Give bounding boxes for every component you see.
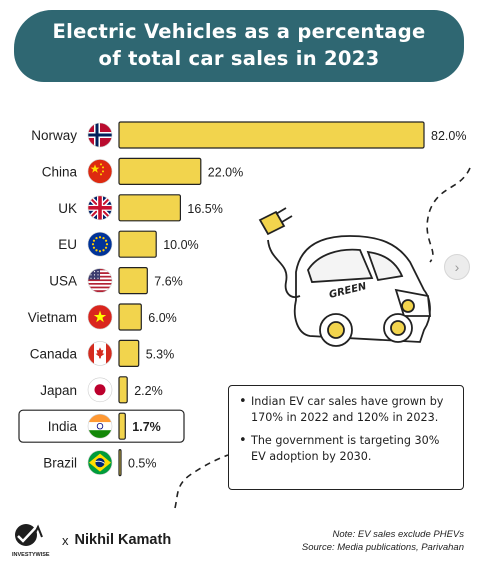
bar-japan	[118, 376, 128, 404]
note-point-2-text: The government is targeting 30% EV adopt…	[251, 434, 440, 463]
dashed-decoration	[174, 167, 471, 509]
notes-box: • Indian EV car sales have grown by 170%…	[228, 385, 464, 490]
eu-flag-icon	[87, 231, 113, 257]
value-label-india: 1.7%	[132, 420, 161, 434]
chart-title-line-1: Electric Vehicles as a percentage	[52, 20, 426, 43]
bar-norway	[118, 121, 425, 149]
category-label-vietnam: Vietnam	[28, 310, 77, 325]
ev-note: Note: EV sales exclude PHEVs	[332, 529, 464, 540]
bar-vietnam	[118, 303, 142, 331]
bar-india	[118, 412, 126, 440]
uk-flag-icon	[87, 195, 113, 221]
value-label-vietnam: 6.0%	[148, 311, 177, 325]
note-point-1: • Indian EV car sales have grown by 170%…	[239, 394, 455, 426]
category-label-brazil: Brazil	[43, 456, 77, 471]
bars-group: Norway 82.0% China 22.0% UK 16.5% EU 10.0% USA 7.…	[18, 121, 466, 477]
chevron-right-icon[interactable]: ›	[444, 254, 470, 280]
category-label-norway: Norway	[31, 128, 77, 143]
title-banner: Electric Vehicles as a percentage of tot…	[14, 10, 464, 82]
bar-canada	[118, 339, 140, 367]
category-label-india: India	[48, 419, 78, 434]
china-flag-icon	[87, 159, 113, 184]
value-label-canada: 5.3%	[146, 347, 175, 361]
vietnam-flag-icon	[87, 304, 113, 330]
car-illustration	[258, 207, 431, 347]
note-point-2: • The government is targeting 30% EV ado…	[239, 433, 455, 465]
category-label-usa: USA	[49, 274, 77, 289]
category-label-eu: EU	[58, 237, 77, 252]
usa-flag-icon	[87, 268, 113, 293]
category-label-uk: UK	[58, 201, 77, 216]
norway-flag-icon	[87, 122, 113, 148]
value-label-brazil: 0.5%	[128, 457, 157, 471]
bar-brazil	[118, 449, 122, 477]
logo-text: INVESTYWISE	[12, 552, 50, 558]
author-name: Nikhil Kamath	[74, 532, 172, 548]
value-label-uk: 16.5%	[187, 202, 222, 216]
investywise-logo: INVESTYWISE	[12, 521, 50, 559]
india-flag-icon	[87, 413, 113, 439]
category-label-canada: Canada	[30, 346, 78, 361]
canada-flag-icon	[87, 341, 113, 366]
footer-branding: INVESTYWISE x Nikhil Kamath	[12, 520, 171, 560]
brazil-flag-icon	[87, 450, 113, 475]
chart-title-line-2: of total car sales in 2023	[98, 47, 380, 70]
value-label-norway: 82.0%	[431, 129, 466, 143]
footnote: Note: EV sales exclude PHEVs Source: Med…	[302, 528, 464, 554]
bullet-icon: •	[239, 433, 247, 448]
japan-flag-icon	[87, 377, 113, 403]
bar-china	[118, 157, 202, 185]
value-label-japan: 2.2%	[134, 384, 163, 398]
category-label-china: China	[42, 164, 78, 179]
bar-eu	[118, 230, 157, 258]
note-point-1-text: Indian EV car sales have grown by 170% i…	[251, 395, 444, 424]
value-label-usa: 7.6%	[154, 275, 183, 289]
value-label-china: 22.0%	[208, 165, 243, 179]
value-label-eu: 10.0%	[163, 238, 198, 252]
bar-usa	[118, 267, 148, 295]
x-mark: x	[62, 532, 69, 548]
category-label-japan: Japan	[40, 383, 77, 398]
source-note: Source: Media publications, Parivahan	[301, 542, 464, 553]
bar-uk	[118, 194, 182, 222]
bullet-icon: •	[239, 394, 247, 409]
